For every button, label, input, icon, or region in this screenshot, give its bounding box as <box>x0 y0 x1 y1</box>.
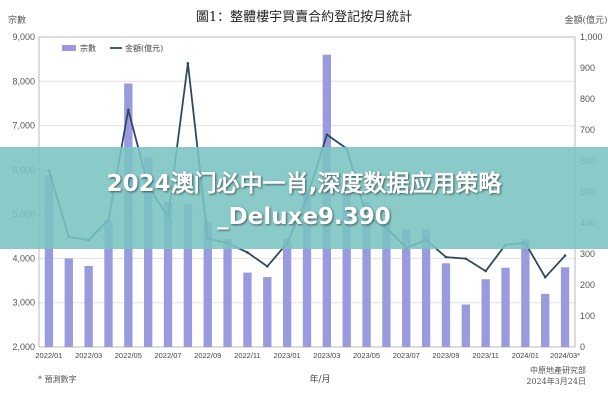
bar-2022/07 <box>163 201 173 347</box>
x-tick-label: 2022/09 <box>194 351 221 360</box>
source-line-2: 2024年3月24日 <box>526 376 586 386</box>
right-tick-label: 100 <box>580 311 595 321</box>
bar-2022/10 <box>223 238 232 347</box>
left-tick-label: 3,000 <box>12 298 35 308</box>
left-tick-label: 4,000 <box>12 253 35 263</box>
bar-2022/08 <box>183 204 193 347</box>
line-point-2024/03 <box>563 254 567 257</box>
left-axis-label: 宗數 <box>8 14 26 26</box>
x-tick-label: 2022/01 <box>35 351 62 360</box>
chart-title: 圖1：整體樓宇買賣合約登記按月統計 <box>196 9 412 25</box>
bar-2022/11 <box>243 272 252 347</box>
x-tick-label: 2023/07 <box>393 351 420 360</box>
bar-2022/12 <box>263 277 272 347</box>
x-axis-label: 年/月 <box>309 373 330 385</box>
x-tick-label: 2023/05 <box>353 351 380 360</box>
right-tick-label: 800 <box>580 94 595 104</box>
right-tick-label: 900 <box>580 63 595 73</box>
left-tick-label: 9,000 <box>12 32 35 42</box>
line-point-2022/12 <box>265 265 269 268</box>
line-point-2022/08 <box>186 62 190 65</box>
banner-title-line1: 2024澳门必中一肖,深度数据应用策略 <box>106 171 502 197</box>
bar-2022/01 <box>44 175 54 347</box>
x-tick-label: 2023/01 <box>274 351 301 360</box>
right-tick-label: 300 <box>580 249 595 259</box>
left-tick-label: 2,000 <box>12 342 35 352</box>
legend-bar-swatch <box>62 45 76 51</box>
legend-bar-label: 宗數 <box>80 43 96 53</box>
line-point-2023/03 <box>325 133 329 136</box>
bar-2022/02 <box>64 258 73 347</box>
bar-2022/06 <box>144 157 153 347</box>
right-tick-label: 1,000 <box>580 32 603 42</box>
line-point-2023/10 <box>464 257 468 260</box>
bar-2023/06 <box>382 222 391 347</box>
left-tick-label: 7,000 <box>12 121 35 131</box>
x-tick-label: 2022/11 <box>234 351 261 360</box>
right-tick-label: 700 <box>580 125 595 135</box>
bar-2023/10 <box>461 304 470 347</box>
x-tick-label: 2024/03* <box>550 351 580 360</box>
x-tick-label: 2023/09 <box>432 351 459 360</box>
bar-2024/01 <box>521 239 530 347</box>
bar-2023/01 <box>282 238 292 347</box>
line-point-2024/02 <box>543 275 547 279</box>
bar-2023/07 <box>402 229 411 347</box>
footnote: * 預測數字 <box>38 374 77 384</box>
x-tick-label: 2022/07 <box>154 351 181 360</box>
line-point-2022/05 <box>127 108 130 112</box>
source-line-1: 中原地產研究部 <box>530 365 586 375</box>
bar-2023/12 <box>501 267 510 347</box>
bar-2024/03 <box>560 267 570 347</box>
x-tick-label: 2024/01 <box>512 351 539 360</box>
line-point-2022/11 <box>246 251 249 254</box>
bar-2022/04 <box>104 219 113 347</box>
line-point-2023/11 <box>484 269 487 273</box>
bar-2024/02 <box>541 293 550 347</box>
line-point-2023/09 <box>444 255 448 259</box>
bar-2023/09 <box>441 263 451 347</box>
bar-2022/03 <box>84 265 93 347</box>
left-tick-label: 8,000 <box>12 76 35 86</box>
bar-2023/02 <box>302 193 312 347</box>
x-tick-label: 2022/03 <box>75 351 102 360</box>
bar-2023/04 <box>342 189 351 347</box>
banner-title-line2: _Deluxe9.390 <box>217 204 391 230</box>
bar-2023/08 <box>421 229 431 347</box>
legend-line-label: 金額(億元) <box>125 43 163 53</box>
right-tick-label: 0 <box>580 342 585 352</box>
x-tick-label: 2022/05 <box>115 351 142 360</box>
bar-2022/09 <box>203 221 212 347</box>
bar-2023/11 <box>481 279 490 347</box>
overlay-banner: 2024澳门必中一肖,深度数据应用策略 _Deluxe9.390 <box>0 147 608 249</box>
x-tick-label: 2023/11 <box>472 351 499 360</box>
x-tick-label: 2023/03 <box>313 351 340 360</box>
right-tick-label: 200 <box>580 280 595 290</box>
bar-2023/05 <box>362 201 371 347</box>
right-axis-label: 金額(億元) <box>564 14 607 26</box>
